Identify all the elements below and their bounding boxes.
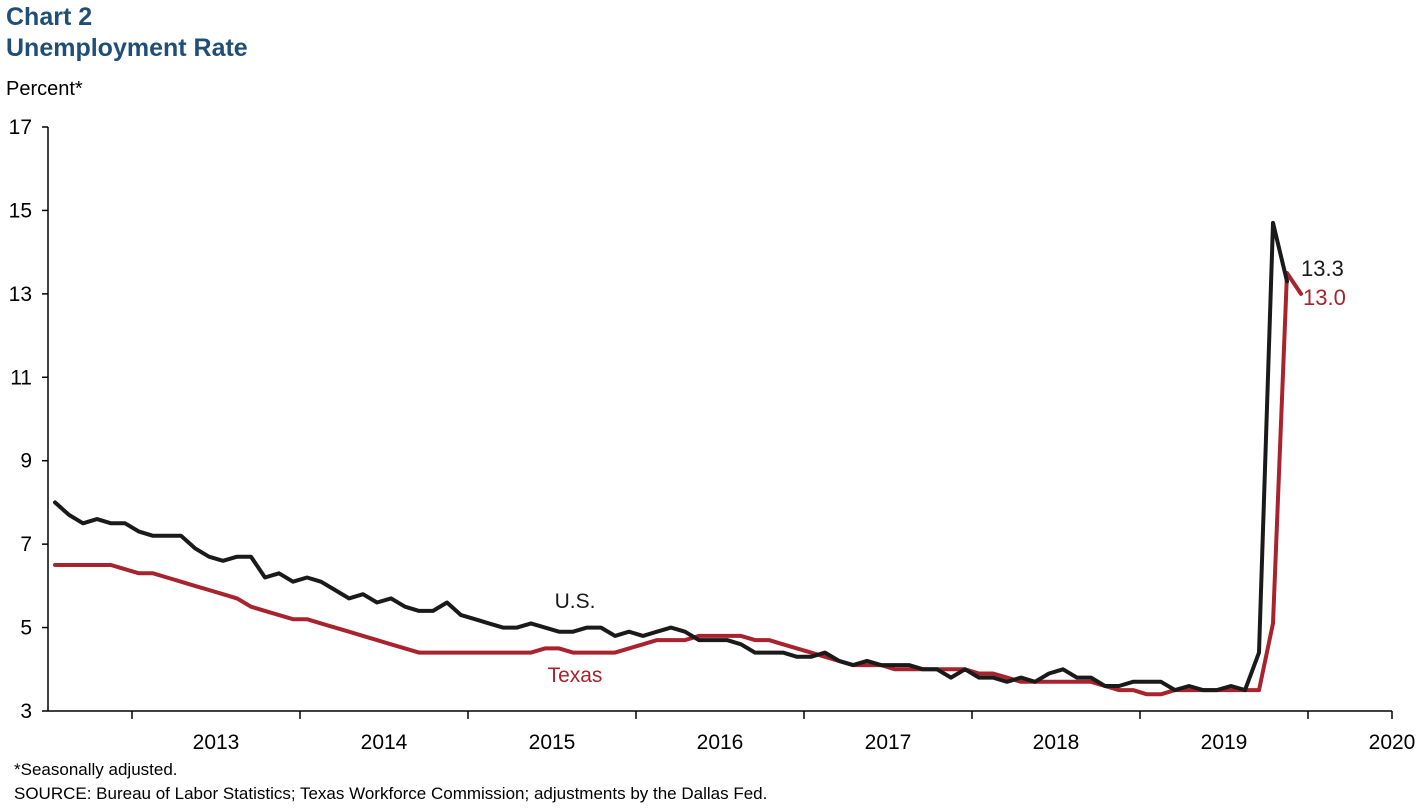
y-tick-label: 3 — [20, 700, 32, 723]
x-tick-label: 2016 — [697, 731, 744, 754]
chart-subtitle: Unemployment Rate — [6, 34, 248, 62]
y-tick-label: 13 — [9, 283, 32, 306]
us-end-value-label: 13.3 — [1301, 256, 1344, 281]
x-tick-label: 2017 — [865, 731, 912, 754]
x-tick-label: 2015 — [529, 731, 576, 754]
line-chart: 3 5 7 9 11 13 15 17 2013 2014 2015 2016 2017 2018 2019… — [9, 116, 1416, 754]
y-tick-label: 11 — [10, 366, 32, 389]
x-tick-label: 2013 — [193, 731, 240, 754]
footnote: *Seasonally adjusted. — [14, 760, 178, 779]
x-tick-label: 2014 — [361, 731, 408, 754]
y-tick-label: 5 — [20, 617, 32, 640]
y-tick-label: 9 — [20, 450, 32, 473]
x-tick-label: 2019 — [1201, 731, 1248, 754]
texas-series-label: Texas — [548, 664, 603, 687]
us-series-label: U.S. — [555, 590, 596, 613]
chart-title: Chart 2 — [6, 3, 93, 31]
y-tick-label: 15 — [9, 199, 32, 222]
us-series-line — [53, 220, 1289, 693]
y-axis-label: Percent* — [6, 78, 83, 100]
source-note: SOURCE: Bureau of Labor Statistics; Texa… — [14, 784, 768, 803]
y-tick-label: 17 — [9, 116, 32, 139]
x-tick-label: 2020 — [1369, 731, 1416, 754]
texas-end-value-label: 13.0 — [1303, 285, 1346, 310]
y-tick-label: 7 — [20, 533, 32, 556]
x-tick-label: 2018 — [1033, 731, 1080, 754]
texas-series-line — [53, 271, 1303, 697]
